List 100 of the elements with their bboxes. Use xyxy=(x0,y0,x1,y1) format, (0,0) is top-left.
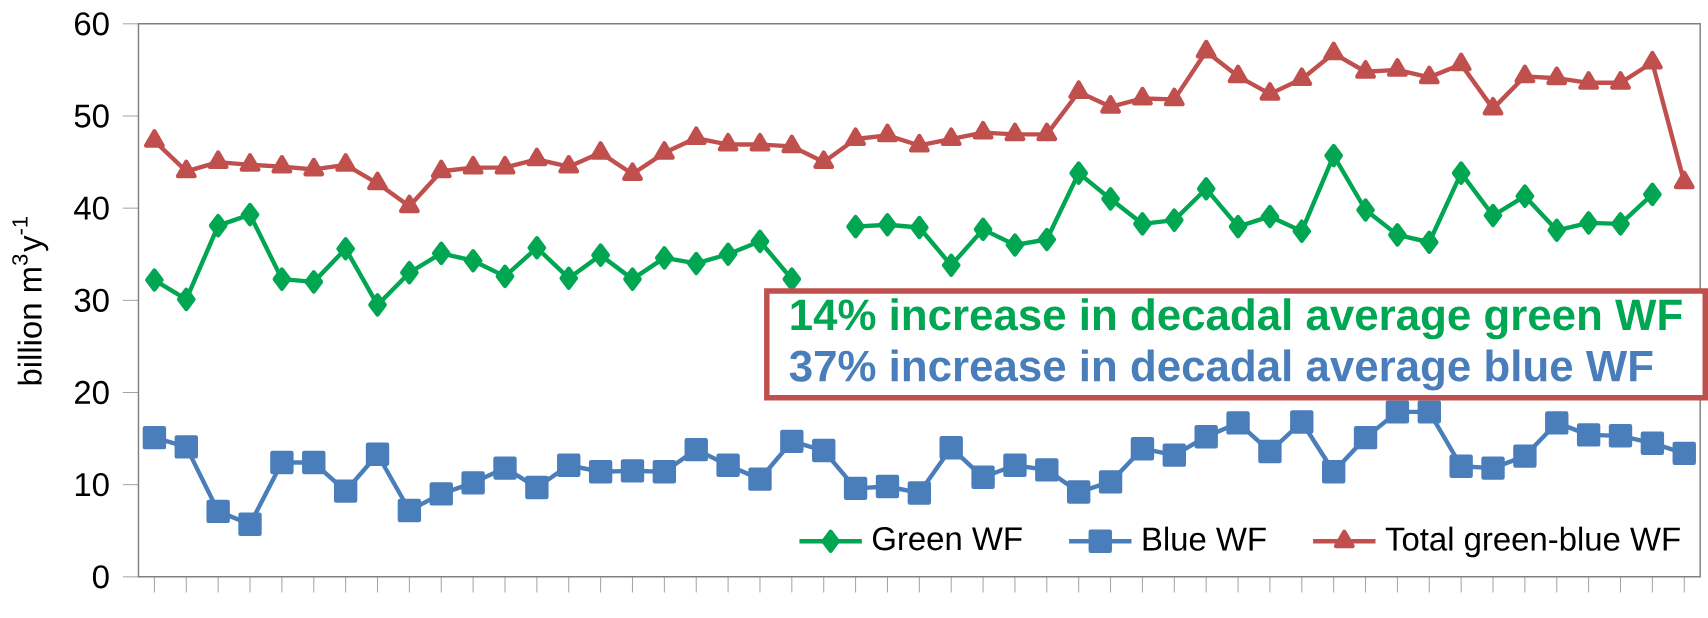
point xyxy=(1133,212,1152,236)
point xyxy=(1260,204,1280,229)
point xyxy=(591,243,610,268)
point xyxy=(1610,71,1631,90)
point xyxy=(1515,184,1535,209)
point xyxy=(1388,223,1407,247)
point xyxy=(813,150,835,170)
point xyxy=(1196,177,1216,201)
point xyxy=(1545,411,1569,435)
point xyxy=(655,246,674,270)
y-tick-label: 50 xyxy=(74,104,109,128)
point xyxy=(1228,215,1248,239)
point xyxy=(1321,460,1346,484)
point xyxy=(1068,80,1090,100)
point xyxy=(558,155,580,174)
point xyxy=(590,141,612,161)
point xyxy=(878,213,897,237)
point xyxy=(1036,122,1058,142)
legend-label: Green WF xyxy=(873,527,1022,551)
point xyxy=(1100,95,1121,114)
point xyxy=(1481,456,1505,481)
point xyxy=(908,134,930,153)
point xyxy=(1611,212,1630,236)
point xyxy=(272,267,292,292)
point xyxy=(845,127,867,147)
point xyxy=(1291,67,1313,87)
point xyxy=(365,442,390,467)
point xyxy=(1037,228,1057,252)
point xyxy=(1355,60,1376,79)
point xyxy=(495,264,515,289)
point xyxy=(1356,198,1375,222)
point xyxy=(463,249,483,273)
point xyxy=(907,481,932,505)
point xyxy=(336,237,355,261)
point xyxy=(270,451,294,475)
point xyxy=(1608,424,1633,448)
point xyxy=(335,153,357,173)
point xyxy=(1449,454,1473,479)
point xyxy=(686,252,706,276)
point xyxy=(333,479,358,504)
point xyxy=(400,261,419,285)
point xyxy=(430,159,452,179)
point xyxy=(1546,66,1568,86)
point xyxy=(1514,64,1536,84)
point xyxy=(1513,444,1537,469)
point xyxy=(1195,39,1217,59)
y-axis-title: billion m$^{3}$y$^{-1}$ xyxy=(12,217,49,385)
point xyxy=(142,426,167,450)
point xyxy=(1576,423,1601,447)
point xyxy=(588,460,613,484)
point xyxy=(1324,144,1343,168)
point xyxy=(174,435,198,459)
point xyxy=(238,512,262,537)
point xyxy=(1258,440,1282,464)
point xyxy=(653,141,675,161)
annotation: 37% increase in decadal average blue WF xyxy=(789,349,1653,391)
point xyxy=(1066,480,1091,504)
point xyxy=(462,156,484,175)
point xyxy=(973,217,993,242)
point xyxy=(397,499,422,523)
point xyxy=(304,270,324,294)
point xyxy=(1259,82,1281,102)
point xyxy=(207,150,229,170)
point xyxy=(652,460,677,484)
point xyxy=(1450,52,1472,72)
point xyxy=(1227,64,1249,84)
point xyxy=(1578,71,1600,90)
y-tick-label: 60 xyxy=(75,12,109,36)
point xyxy=(206,499,230,524)
point xyxy=(1641,51,1663,70)
point xyxy=(1132,87,1153,106)
y-tick-label: 10 xyxy=(75,473,109,497)
point xyxy=(527,236,547,260)
point xyxy=(559,266,579,291)
y-tick-label: 40 xyxy=(74,196,109,221)
point xyxy=(1640,431,1665,456)
point xyxy=(1098,470,1123,494)
point xyxy=(748,467,772,492)
legend-label: Total green-blue WF xyxy=(1385,526,1680,558)
point xyxy=(1035,458,1059,482)
point xyxy=(622,162,643,182)
point xyxy=(271,155,293,174)
point xyxy=(843,476,868,501)
point xyxy=(368,293,387,317)
point xyxy=(718,242,738,267)
point xyxy=(431,241,451,266)
point xyxy=(1482,97,1504,116)
point xyxy=(302,451,326,475)
point xyxy=(1005,233,1025,257)
point xyxy=(143,129,165,149)
point xyxy=(525,475,549,500)
point xyxy=(1643,182,1662,207)
annotation: 14% increase in decadal average green WF xyxy=(791,298,1682,340)
point xyxy=(1226,411,1250,435)
point xyxy=(1130,437,1155,461)
point xyxy=(1194,425,1218,449)
point xyxy=(1386,58,1408,78)
point xyxy=(240,203,260,227)
point xyxy=(623,267,642,292)
point xyxy=(1672,441,1696,466)
